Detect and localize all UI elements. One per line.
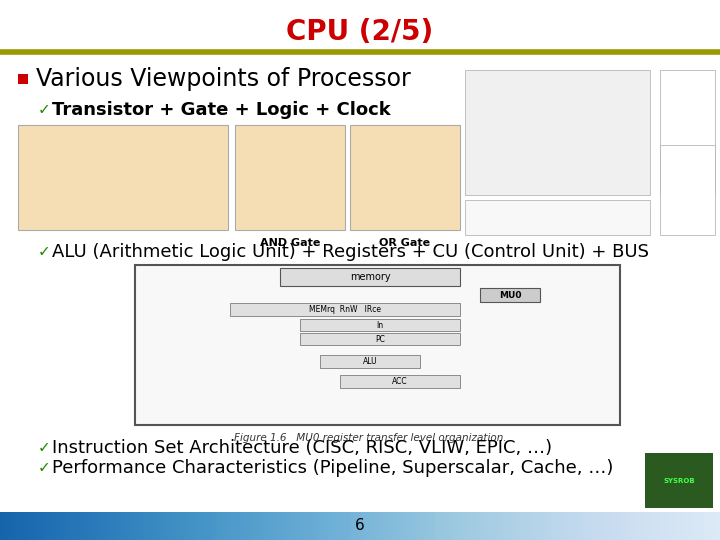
Text: ✓: ✓ <box>38 245 50 260</box>
Text: OR Gate: OR Gate <box>379 238 431 248</box>
Text: ALU (Arithmetic Logic Unit) + Registers + CU (Control Unit) + BUS: ALU (Arithmetic Logic Unit) + Registers … <box>52 243 649 261</box>
Text: CPU (2/5): CPU (2/5) <box>287 18 433 46</box>
Text: SYSROB: SYSROB <box>663 478 695 484</box>
Text: MEMrq  RnW   IRce: MEMrq RnW IRce <box>309 305 381 314</box>
Text: memory: memory <box>350 272 390 282</box>
Text: MU0: MU0 <box>499 291 521 300</box>
Bar <box>320 355 420 368</box>
Bar <box>18 74 28 84</box>
Bar <box>465 70 650 195</box>
Text: ALU: ALU <box>363 357 377 366</box>
Text: ✓: ✓ <box>38 103 50 118</box>
Text: AND Gate: AND Gate <box>260 238 320 248</box>
Bar <box>465 200 650 235</box>
Bar <box>660 70 715 195</box>
Text: In: In <box>377 321 384 329</box>
Bar <box>135 265 620 425</box>
Text: 6: 6 <box>355 518 365 534</box>
Bar <box>230 303 460 316</box>
Bar <box>280 268 460 286</box>
Text: ✓: ✓ <box>38 461 50 476</box>
Text: ✓: ✓ <box>38 441 50 456</box>
Text: PC: PC <box>375 334 385 343</box>
Text: Transistor + Gate + Logic + Clock: Transistor + Gate + Logic + Clock <box>52 101 391 119</box>
Text: Various Viewpoints of Processor: Various Viewpoints of Processor <box>36 67 410 91</box>
Bar <box>18 125 228 230</box>
Bar <box>300 333 460 345</box>
Bar <box>340 375 460 388</box>
Bar <box>660 145 715 235</box>
Text: Figure 1.6   MU0 register transfer level organization.: Figure 1.6 MU0 register transfer level o… <box>234 433 506 443</box>
Bar <box>300 319 460 331</box>
Text: Performance Characteristics (Pipeline, Superscalar, Cache, …): Performance Characteristics (Pipeline, S… <box>52 459 613 477</box>
Text: ACC: ACC <box>392 377 408 386</box>
Bar <box>645 453 713 508</box>
Text: Instruction Set Architecture (CISC, RISC, VLIW, EPIC, …): Instruction Set Architecture (CISC, RISC… <box>52 439 552 457</box>
Bar <box>480 288 540 302</box>
Bar <box>235 125 345 230</box>
Bar <box>350 125 460 230</box>
